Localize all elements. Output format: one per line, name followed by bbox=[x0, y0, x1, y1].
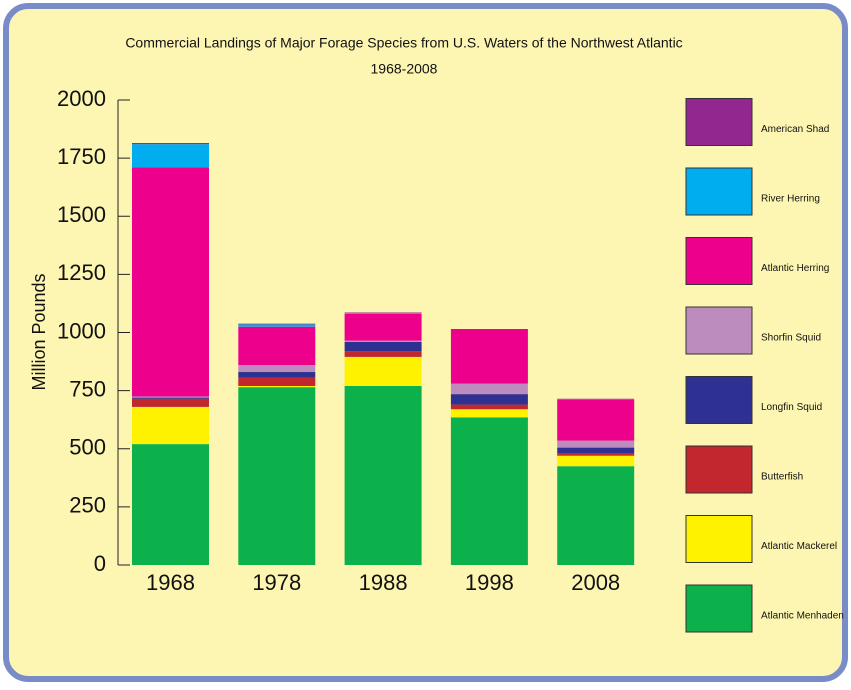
x-tick-label: 2008 bbox=[571, 570, 620, 595]
legend-swatch bbox=[686, 238, 752, 285]
bar-segment bbox=[451, 417, 528, 565]
legend-label: Longfin Squid bbox=[761, 402, 822, 413]
chart-title: Commercial Landings of Major Forage Spec… bbox=[125, 35, 682, 51]
legend-swatch bbox=[686, 99, 752, 146]
y-tick-label: 1000 bbox=[57, 318, 106, 343]
y-tick-label: 0 bbox=[94, 551, 106, 576]
legend-label: American Shad bbox=[761, 124, 829, 135]
bar-segment bbox=[238, 386, 315, 387]
bar-segment bbox=[132, 444, 209, 565]
legend-label: River Herring bbox=[761, 194, 820, 205]
y-tick-label: 1750 bbox=[57, 144, 106, 169]
bar-segment bbox=[345, 351, 422, 357]
legend-label: Atlantic Menhaden bbox=[761, 611, 844, 622]
bar-segment bbox=[557, 453, 634, 455]
bar-segment bbox=[238, 387, 315, 565]
bar-segment bbox=[345, 386, 422, 565]
legend-label: Butterfish bbox=[761, 472, 803, 483]
bar-segment bbox=[557, 441, 634, 448]
legend-swatch bbox=[686, 168, 752, 215]
x-tick-label: 1978 bbox=[252, 570, 301, 595]
bar-segment bbox=[451, 394, 528, 404]
legend-swatch bbox=[686, 307, 752, 354]
bar-segment bbox=[132, 143, 209, 144]
bar-segment bbox=[238, 327, 315, 365]
bar-segment bbox=[557, 448, 634, 454]
y-tick-label: 750 bbox=[69, 376, 106, 401]
bar-segment bbox=[451, 329, 528, 384]
legend-label: Shorfin Squid bbox=[761, 333, 821, 344]
bar-segment bbox=[557, 399, 634, 400]
legend-label: Atlantic Herring bbox=[761, 263, 829, 274]
legend-label: Atlantic Mackerel bbox=[761, 541, 837, 552]
y-tick-label: 1250 bbox=[57, 260, 106, 285]
bar-segment bbox=[557, 400, 634, 441]
bar-segment bbox=[238, 324, 315, 326]
bar-segment bbox=[345, 342, 422, 351]
legend-swatch bbox=[686, 446, 752, 493]
bar-segment bbox=[132, 399, 209, 407]
y-tick-label: 1500 bbox=[57, 202, 106, 227]
bar-segment bbox=[451, 409, 528, 417]
bar-segment bbox=[238, 365, 315, 372]
bar-segment bbox=[238, 324, 315, 325]
y-tick-label: 250 bbox=[69, 493, 106, 518]
bar-segment bbox=[345, 313, 422, 314]
bar-segment bbox=[557, 466, 634, 565]
bar-segment bbox=[345, 341, 422, 342]
legend-swatch bbox=[686, 585, 752, 632]
bar-segment bbox=[238, 378, 315, 386]
bar-segment bbox=[345, 357, 422, 386]
x-tick-label: 1988 bbox=[359, 570, 408, 595]
legend-swatch bbox=[686, 516, 752, 563]
y-tick-label: 2000 bbox=[57, 86, 106, 111]
bar-segment bbox=[451, 405, 528, 410]
bar-segment bbox=[132, 407, 209, 444]
chart-subtitle: 1968-2008 bbox=[371, 61, 438, 77]
bar-segment bbox=[132, 398, 209, 399]
legend-swatch bbox=[686, 377, 752, 424]
x-tick-label: 1998 bbox=[465, 570, 514, 595]
bar-segment bbox=[451, 384, 528, 394]
bar-segment bbox=[132, 396, 209, 397]
bar-segment bbox=[132, 167, 209, 396]
y-tick-label: 500 bbox=[69, 435, 106, 460]
bar-segment bbox=[557, 456, 634, 466]
bar-segment bbox=[345, 314, 422, 341]
bar-segment bbox=[345, 313, 422, 314]
y-axis-label: Million Pounds bbox=[29, 273, 49, 390]
bar-segment bbox=[132, 144, 209, 167]
bar-segment bbox=[238, 372, 315, 378]
x-tick-label: 1968 bbox=[146, 570, 195, 595]
